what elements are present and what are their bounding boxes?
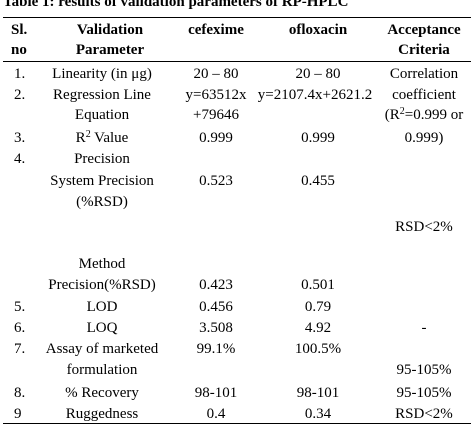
row-acceptance: RSD<2% [395,219,453,235]
row-cefexime: 98-101 [194,385,238,401]
row-acceptance-line1: coefficient [392,87,456,103]
row-ofloxacin: 0.34 [304,406,332,422]
row-ofloxacin: 0.455 [301,173,335,189]
row-parameter-line2: formulation [66,362,138,378]
header-sl-line2: no [11,42,27,58]
row-parameter: Ruggedness [65,406,139,422]
row-cefexime: 0.423 [199,277,233,293]
row-parameter-line2: Equation [74,107,130,123]
row-sl: 1. [14,66,26,82]
header-cefexime: cefexime [188,22,244,38]
header-rule [3,61,471,62]
row-cefexime: 0.999 [199,130,233,146]
row-cefexime: 0.456 [199,299,233,315]
row-ofloxacin: 100.5% [294,341,342,357]
header-acceptance-line1: Acceptance [387,22,461,38]
row-cefexime: 99.1% [196,341,236,357]
row-acceptance: 95-105% [396,385,452,401]
row-ofloxacin: 20 – 80 [295,66,341,82]
row-sl: 6. [14,320,26,336]
row-parameter-line1: System Precision [50,173,154,189]
row-parameter: Linearity (in μg) [52,66,152,82]
row-acceptance: 0.999) [404,130,444,146]
row-ofloxacin: 98-101 [296,385,340,401]
row-ofloxacin: 4.92 [304,320,332,336]
header-ofloxacin: ofloxacin [288,22,348,38]
row-cefexime: 3.508 [199,320,233,336]
header-param-line1: Validation [76,22,144,38]
row-parameter: R2 Value [75,129,129,147]
row-ofloxacin: 0.999 [301,130,335,146]
row-parameter: % Recovery [65,385,139,401]
row-parameter-line1: Assay of marketed [45,341,159,357]
row-parameter-line1: Regression Line [53,87,151,103]
row-cefexime: 0.4 [206,406,226,422]
row-acceptance: RSD<2% [395,406,453,422]
table-caption: Table 1: results of validation parameter… [3,0,349,10]
header-acceptance-line2: Criteria [398,42,450,58]
row-cefexime-line1: y=63512x [185,87,247,103]
row-ofloxacin: 0.501 [301,277,335,293]
row-acceptance: - [421,320,427,336]
row-acceptance: Correlation [389,66,459,82]
row-parameter-line1: Method [78,256,126,272]
row-acceptance-line2: (R2=0.999 or [384,106,464,124]
row-sl: 2. [14,87,26,103]
row-cefexime: 0.523 [199,173,233,189]
row-parameter: LOD [86,299,118,315]
top-rule [3,17,471,18]
row-parameter: LOQ [86,320,118,336]
row-sl: 4. [14,151,26,167]
row-parameter-line2: Precision(%RSD) [48,277,156,293]
row-cefexime: 20 – 80 [193,66,239,82]
row-sl: 7. [14,341,26,357]
row-parameter-line2: (%RSD) [76,194,128,210]
row-parameter: Precision [74,151,130,167]
row-ofloxacin: y=2107.4x+2621.2 [257,87,373,103]
row-sl: 3. [14,130,26,146]
bottom-rule [3,423,471,424]
row-sl: 8. [14,385,26,401]
row-ofloxacin: 0.79 [304,299,332,315]
row-acceptance: 95-105% [396,362,452,378]
row-cefexime-line2: +79646 [193,107,239,123]
row-sl: 5. [14,299,26,315]
row-sl: 9 [14,406,22,422]
header-param-line2: Parameter [75,42,145,58]
header-sl-line1: Sl. [11,22,28,38]
